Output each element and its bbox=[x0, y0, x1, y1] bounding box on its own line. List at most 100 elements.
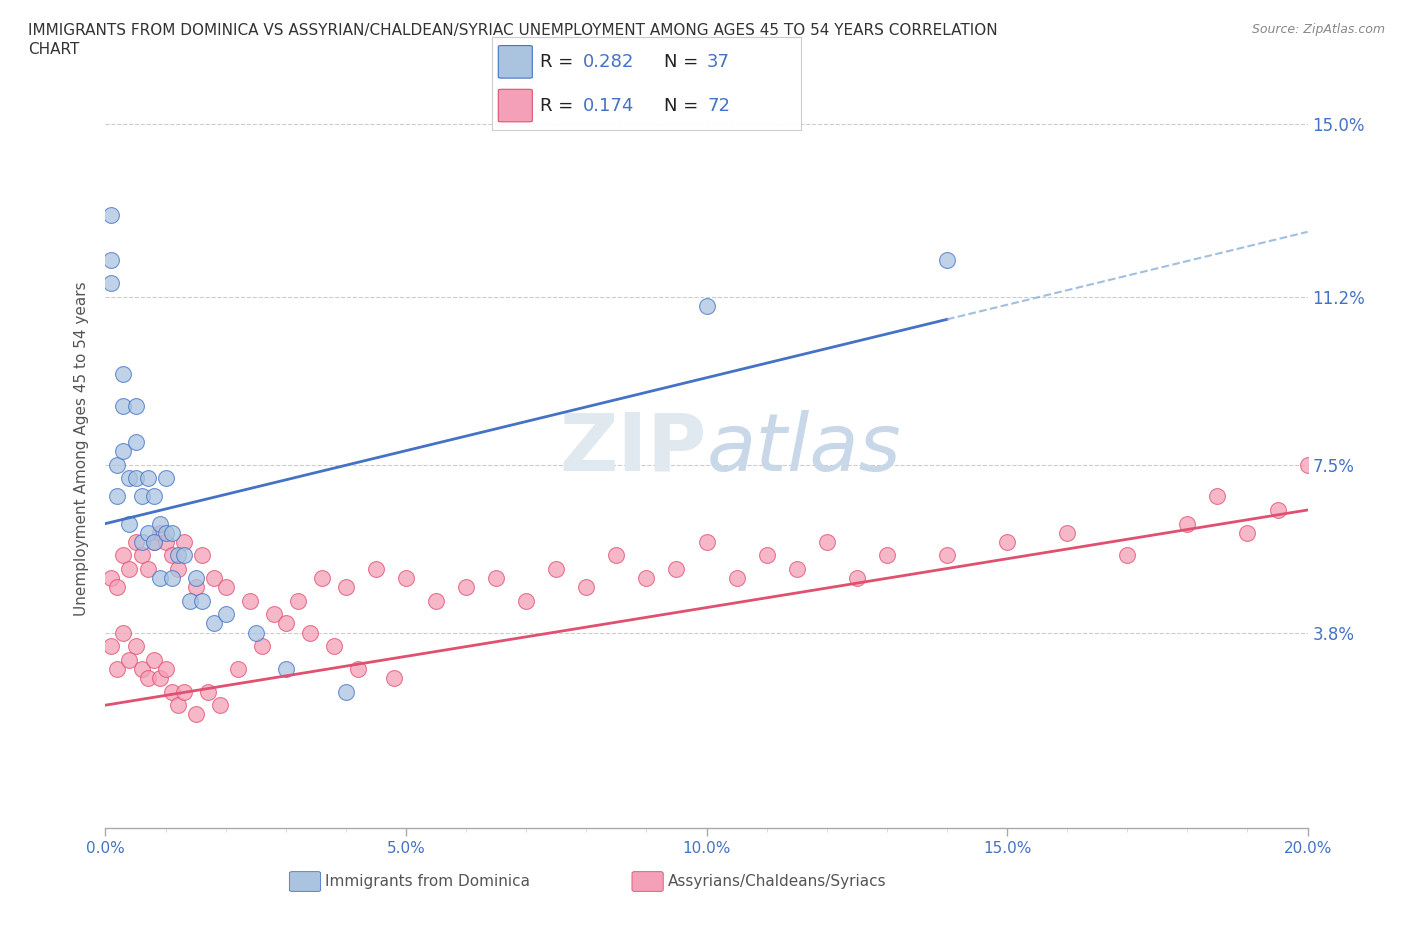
Point bbox=[142, 652, 165, 667]
Point bbox=[322, 639, 344, 654]
Point bbox=[136, 671, 159, 685]
Point bbox=[815, 535, 838, 550]
Text: 72: 72 bbox=[707, 97, 730, 114]
Text: atlas: atlas bbox=[707, 410, 901, 487]
Point bbox=[636, 571, 658, 586]
Point bbox=[118, 516, 141, 531]
Point bbox=[112, 398, 135, 413]
Point bbox=[245, 625, 267, 640]
Point bbox=[202, 571, 225, 586]
Point bbox=[485, 571, 508, 586]
Point bbox=[166, 562, 188, 577]
Point bbox=[100, 207, 122, 222]
Point bbox=[100, 275, 122, 290]
Point bbox=[995, 535, 1018, 550]
Point bbox=[263, 607, 285, 622]
Point bbox=[179, 593, 201, 608]
Point bbox=[347, 661, 370, 676]
Point bbox=[160, 684, 183, 699]
Point bbox=[335, 684, 357, 699]
Point bbox=[118, 471, 141, 485]
Point bbox=[190, 593, 212, 608]
Text: 0.174: 0.174 bbox=[583, 97, 634, 114]
Point bbox=[1116, 548, 1139, 563]
Text: Assyrians/Chaldeans/Syriacs: Assyrians/Chaldeans/Syriacs bbox=[668, 874, 887, 889]
Point bbox=[456, 579, 478, 594]
Point bbox=[160, 525, 183, 540]
Point bbox=[184, 571, 207, 586]
Point bbox=[298, 625, 321, 640]
Point bbox=[575, 579, 598, 594]
Point bbox=[148, 571, 170, 586]
Point bbox=[112, 625, 135, 640]
Text: 37: 37 bbox=[707, 53, 730, 71]
Point bbox=[155, 471, 177, 485]
Point bbox=[136, 471, 159, 485]
Point bbox=[239, 593, 262, 608]
Point bbox=[1056, 525, 1078, 540]
Point bbox=[107, 489, 129, 504]
Point bbox=[287, 593, 309, 608]
Text: R =: R = bbox=[540, 97, 574, 114]
Point bbox=[546, 562, 568, 577]
Point bbox=[136, 525, 159, 540]
Point bbox=[131, 661, 153, 676]
Point bbox=[148, 516, 170, 531]
Point bbox=[166, 698, 188, 712]
Point bbox=[274, 661, 297, 676]
Point bbox=[142, 535, 165, 550]
Point bbox=[184, 579, 207, 594]
Point bbox=[214, 579, 236, 594]
Point bbox=[124, 471, 146, 485]
Point bbox=[786, 562, 808, 577]
Point bbox=[364, 562, 387, 577]
Point bbox=[936, 548, 959, 563]
Point bbox=[250, 639, 273, 654]
Text: Source: ZipAtlas.com: Source: ZipAtlas.com bbox=[1251, 23, 1385, 36]
Point bbox=[395, 571, 418, 586]
Point bbox=[173, 684, 195, 699]
Point bbox=[755, 548, 778, 563]
Point bbox=[100, 639, 122, 654]
Point bbox=[335, 579, 357, 594]
Point bbox=[124, 434, 146, 449]
Point bbox=[148, 671, 170, 685]
Point bbox=[515, 593, 537, 608]
Point bbox=[107, 661, 129, 676]
Point bbox=[112, 444, 135, 458]
Point bbox=[148, 525, 170, 540]
Point bbox=[142, 489, 165, 504]
Text: N =: N = bbox=[664, 53, 697, 71]
Point bbox=[425, 593, 447, 608]
Point bbox=[160, 571, 183, 586]
Point bbox=[696, 299, 718, 313]
Point bbox=[382, 671, 405, 685]
Point bbox=[118, 652, 141, 667]
Point bbox=[197, 684, 219, 699]
Point bbox=[155, 661, 177, 676]
FancyBboxPatch shape bbox=[498, 89, 533, 122]
FancyBboxPatch shape bbox=[498, 46, 533, 78]
Point bbox=[136, 562, 159, 577]
Point bbox=[1177, 516, 1199, 531]
Point bbox=[876, 548, 898, 563]
Point bbox=[725, 571, 748, 586]
Point bbox=[100, 253, 122, 268]
Point bbox=[311, 571, 333, 586]
Text: CHART: CHART bbox=[28, 42, 80, 57]
Text: 0.282: 0.282 bbox=[583, 53, 634, 71]
Point bbox=[202, 616, 225, 631]
Point bbox=[696, 535, 718, 550]
Point bbox=[845, 571, 868, 586]
Point bbox=[118, 562, 141, 577]
Point bbox=[124, 639, 146, 654]
Point bbox=[1267, 502, 1289, 517]
Point bbox=[665, 562, 688, 577]
Text: N =: N = bbox=[664, 97, 697, 114]
FancyBboxPatch shape bbox=[290, 871, 321, 891]
Text: Immigrants from Dominica: Immigrants from Dominica bbox=[325, 874, 530, 889]
Point bbox=[112, 548, 135, 563]
Point bbox=[190, 548, 212, 563]
Point bbox=[131, 489, 153, 504]
Point bbox=[1296, 458, 1319, 472]
